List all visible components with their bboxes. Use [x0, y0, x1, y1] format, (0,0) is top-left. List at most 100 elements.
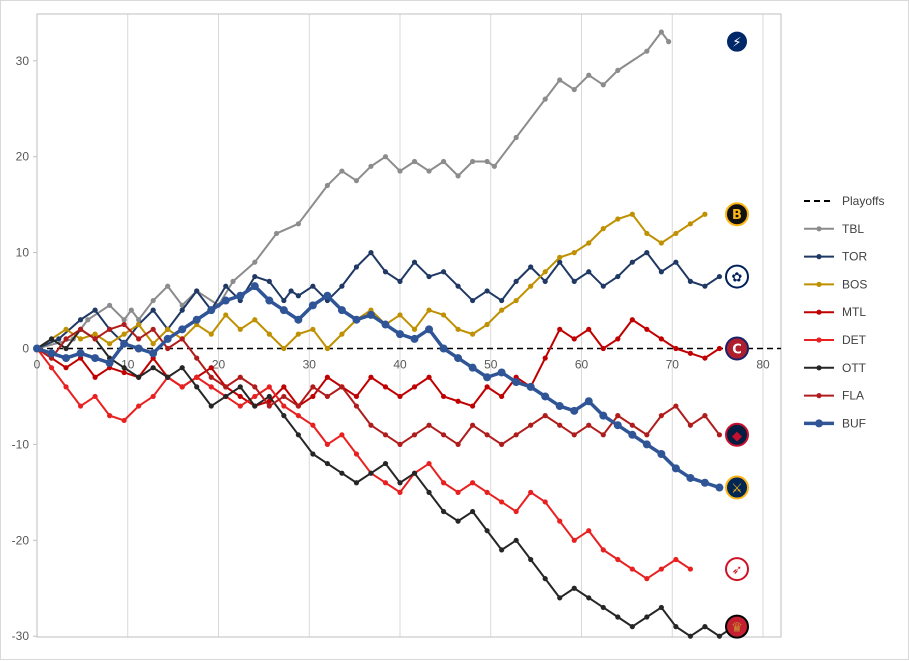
- data-point: [528, 556, 534, 563]
- data-point: [571, 432, 577, 438]
- data-point: [121, 321, 127, 328]
- data-point: [600, 82, 606, 88]
- data-point: [273, 230, 280, 237]
- data-point: [339, 283, 345, 289]
- data-point: [644, 614, 650, 620]
- data-point: [513, 537, 519, 543]
- legend-entry-bos: BOS: [804, 277, 867, 291]
- data-point: [252, 273, 258, 280]
- data-point: [308, 301, 317, 310]
- data-point: [310, 384, 316, 390]
- data-point: [150, 307, 156, 313]
- data-point: [615, 556, 621, 563]
- legend-label: DET: [842, 333, 867, 347]
- legend-entry-det: DET: [804, 333, 867, 347]
- data-point: [279, 306, 288, 315]
- data-point: [483, 373, 492, 382]
- data-point: [499, 297, 505, 304]
- data-point: [250, 282, 259, 291]
- data-point: [62, 354, 71, 363]
- data-point: [208, 365, 214, 371]
- legend-label: FLA: [842, 389, 864, 403]
- data-point: [542, 413, 548, 419]
- data-point: [366, 310, 375, 319]
- y-tick-label: 20: [16, 150, 30, 164]
- senators-logo-glyph: ♛: [731, 621, 743, 636]
- data-point: [353, 451, 360, 457]
- data-point: [629, 566, 635, 572]
- data-point: [33, 344, 41, 353]
- data-point: [411, 384, 418, 390]
- data-point: [207, 306, 216, 315]
- data-point: [426, 422, 432, 428]
- lightning-logo-badge: [725, 29, 749, 54]
- bruins-logo-glyph: B: [732, 208, 742, 223]
- data-point: [715, 483, 724, 492]
- data-point: [382, 269, 389, 275]
- data-point: [382, 480, 389, 486]
- data-point: [512, 378, 521, 387]
- data-point: [136, 321, 142, 328]
- data-point: [600, 226, 606, 232]
- data-point: [382, 432, 389, 438]
- data-point: [426, 489, 432, 495]
- legend-label: BOS: [842, 277, 867, 291]
- data-point: [615, 67, 621, 73]
- data-point: [702, 211, 708, 217]
- panthers-logo-icon: ◆: [725, 422, 749, 447]
- data-point: [310, 283, 316, 289]
- data-point: [613, 421, 622, 430]
- legend-label: TBL: [842, 222, 864, 236]
- data-point: [455, 518, 461, 524]
- data-point: [295, 432, 301, 438]
- data-point: [411, 326, 418, 332]
- data-point: [368, 374, 374, 380]
- data-point: [136, 336, 142, 342]
- data-point: [310, 451, 316, 457]
- data-point: [528, 283, 534, 289]
- x-tick-label: 80: [756, 358, 770, 372]
- data-point: [557, 326, 563, 332]
- data-point: [411, 470, 418, 476]
- data-point: [92, 374, 98, 380]
- x-tick-label: 40: [393, 358, 407, 372]
- data-point: [382, 154, 389, 160]
- data-point: [339, 384, 345, 390]
- data-point: [657, 449, 666, 458]
- data-point: [411, 158, 418, 165]
- data-point: [439, 344, 448, 353]
- data-point: [440, 312, 447, 318]
- data-point: [77, 403, 84, 409]
- data-point: [397, 489, 403, 495]
- data-point: [179, 302, 185, 308]
- data-point: [586, 595, 592, 601]
- data-point: [542, 355, 548, 361]
- legend-label: Playoffs: [842, 194, 884, 208]
- data-point: [557, 254, 563, 260]
- data-point: [440, 508, 447, 515]
- data-point: [223, 283, 229, 289]
- data-point: [63, 365, 69, 371]
- data-point: [179, 365, 185, 371]
- data-point: [134, 344, 143, 353]
- data-point: [528, 422, 534, 428]
- data-point: [600, 345, 606, 352]
- data-point: [484, 158, 490, 165]
- data-point: [295, 221, 301, 227]
- legend-marker: [816, 226, 822, 232]
- data-point: [192, 315, 201, 324]
- data-point: [337, 306, 346, 315]
- data-point: [484, 321, 490, 328]
- senators-logo-badge: [725, 614, 749, 639]
- data-point: [571, 250, 577, 256]
- canadiens-logo-glyph: C: [732, 343, 742, 358]
- data-point: [686, 473, 695, 482]
- data-point: [557, 259, 563, 265]
- data-point: [687, 350, 694, 356]
- data-point: [542, 278, 548, 284]
- data-point: [266, 384, 272, 390]
- data-point: [455, 283, 461, 289]
- data-point: [557, 595, 563, 601]
- data-point: [281, 393, 287, 400]
